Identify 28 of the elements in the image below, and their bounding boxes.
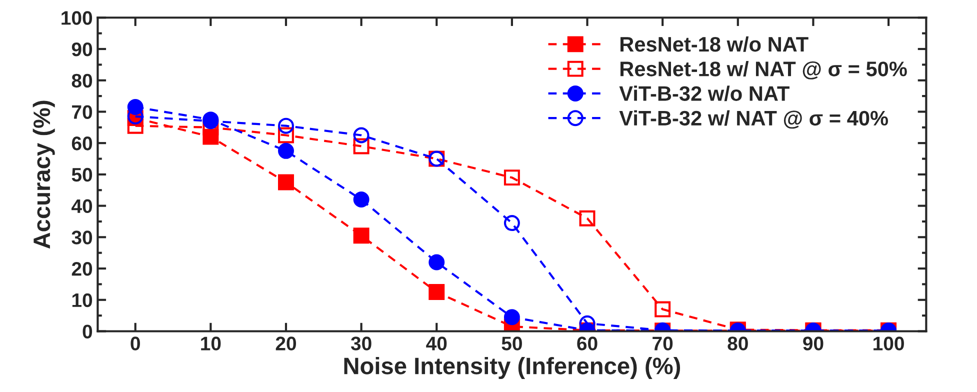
x-axis-title: Noise Intensity (Inference) (%) [344,357,680,380]
x-tick-label: 0 [130,336,140,350]
y-axis-title: Accuracy (%) [32,100,55,249]
y-tick-label: 60 [72,136,92,150]
y-tick-label: 10 [72,293,92,308]
legend-label: ViT-B-32 w/o NAT [619,86,790,102]
y-tick-label: 90 [72,42,92,56]
x-tick-label: 60 [577,336,598,350]
y-tick-label: 100 [62,11,92,25]
x-tick-label: 20 [276,336,296,350]
x-tick-label: 40 [426,336,447,350]
legend-label: ResNet-18 w/o NAT [620,36,808,52]
legend-label: ViT-B-32 w/ NAT @ σ = 40% [619,110,888,129]
y-tick-label: 50 [72,168,92,182]
x-tick-label: 80 [728,336,748,350]
x-tick-label: 70 [652,336,673,350]
y-tick-label: 20 [72,262,92,276]
x-tick-label: 30 [350,336,372,350]
legend-label: ResNet-18 w/ NAT @ σ = 50% [620,61,907,80]
x-tick-label: 50 [502,336,522,350]
x-tick-label: 90 [803,336,824,350]
x-tick-label: 100 [874,336,904,350]
y-tick-label: 70 [72,105,92,119]
y-tick-label: 40 [72,199,92,214]
y-tick-label: 30 [72,230,92,244]
x-tick-label: 10 [201,336,221,350]
y-tick-label: 0 [82,324,92,338]
y-tick-label: 80 [72,74,92,88]
